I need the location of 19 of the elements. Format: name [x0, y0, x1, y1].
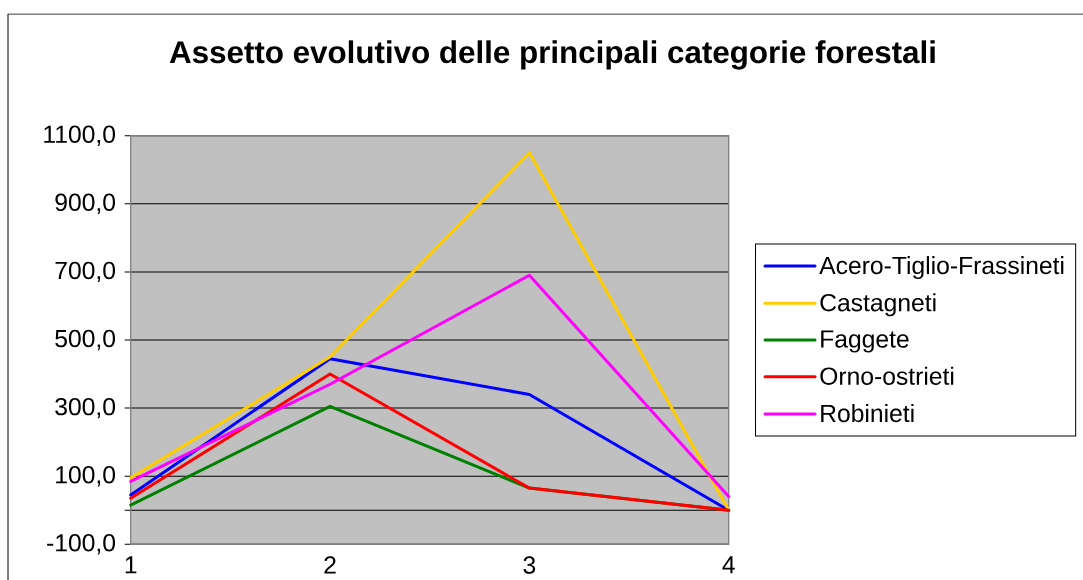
x-tick-label: 3	[523, 556, 536, 574]
legend-label: Castagneti	[820, 293, 936, 317]
legend-label: Robinieti	[821, 404, 914, 423]
y-tick-label: 900,0	[55, 193, 116, 214]
x-tick-label: 4	[722, 556, 735, 574]
y-tick-label: -100,0	[47, 534, 116, 555]
legend-label: Orno-ostrieti	[820, 366, 954, 385]
y-tick-label: 100,0	[56, 465, 116, 487]
y-tick-label: 1100,0	[44, 125, 116, 146]
y-tick-label: 300,0	[55, 397, 116, 419]
line-series	[129, 151, 731, 512]
x-tick-label: 2	[324, 556, 336, 574]
line-series	[129, 273, 731, 499]
legend-label: Faggete	[821, 330, 909, 353]
y-tick-label: 500,0	[55, 329, 116, 351]
y-tick-label: 700,0	[55, 261, 116, 283]
legend-label: Acero-Tiglio-Frassineti	[819, 256, 1064, 280]
x-tick-label: 1	[125, 556, 137, 574]
chart-title: Assetto evolutivo delle principali categorie forestali	[169, 40, 935, 70]
